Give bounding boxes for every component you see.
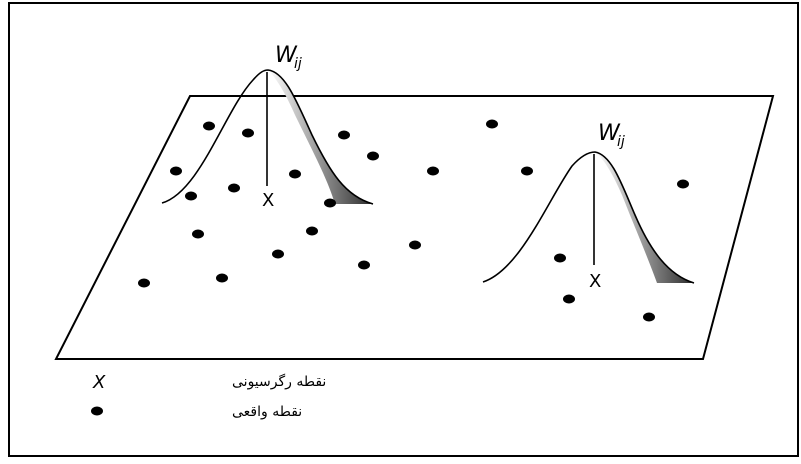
kernel-left-weight-label: W [275, 43, 298, 68]
data-point [272, 249, 284, 259]
kernel-right-point-label: X [589, 271, 601, 292]
data-point [486, 119, 498, 129]
data-points [138, 119, 689, 322]
outer-frame [8, 2, 799, 457]
data-point [409, 240, 421, 250]
legend-actual-label: نقطه واقعی [232, 404, 302, 420]
data-point [521, 166, 533, 176]
legend-regression-symbol: X [92, 372, 106, 393]
data-point [427, 166, 439, 176]
kernel-right-weight-label: W [598, 121, 621, 146]
data-point [306, 226, 318, 236]
kernel-right: W ij X [482, 121, 695, 292]
kernel-left: W ij X [161, 43, 374, 211]
legend-actual-symbol [91, 406, 103, 416]
plane [54, 95, 775, 360]
kernel-left-weight-subscript: ij [294, 56, 302, 72]
kernel-right-weight-subscript: ij [617, 134, 625, 150]
data-point [203, 121, 215, 131]
data-point [192, 229, 204, 239]
kernel-right-shading [595, 152, 694, 283]
data-point [367, 151, 379, 161]
data-point [289, 169, 301, 179]
legend-regression-label: نقطه رگرسیونی [232, 373, 326, 390]
data-point [324, 198, 336, 208]
data-point [643, 312, 655, 322]
data-point [338, 130, 350, 140]
data-point [228, 183, 240, 193]
kernel-left-point-label: X [262, 190, 274, 211]
data-point [554, 253, 566, 263]
data-point [138, 278, 150, 288]
data-point [677, 179, 689, 189]
data-point [216, 273, 228, 283]
kernel-left-shading [268, 70, 373, 204]
data-point [242, 128, 254, 138]
data-point [170, 166, 182, 176]
data-point [358, 260, 370, 270]
data-point [185, 191, 197, 201]
data-point [563, 294, 575, 304]
kernel-left-curve [161, 69, 374, 205]
kernel-right-curve [482, 151, 695, 284]
legend: X نقطه رگرسیونی نقطه واقعی [91, 372, 326, 420]
